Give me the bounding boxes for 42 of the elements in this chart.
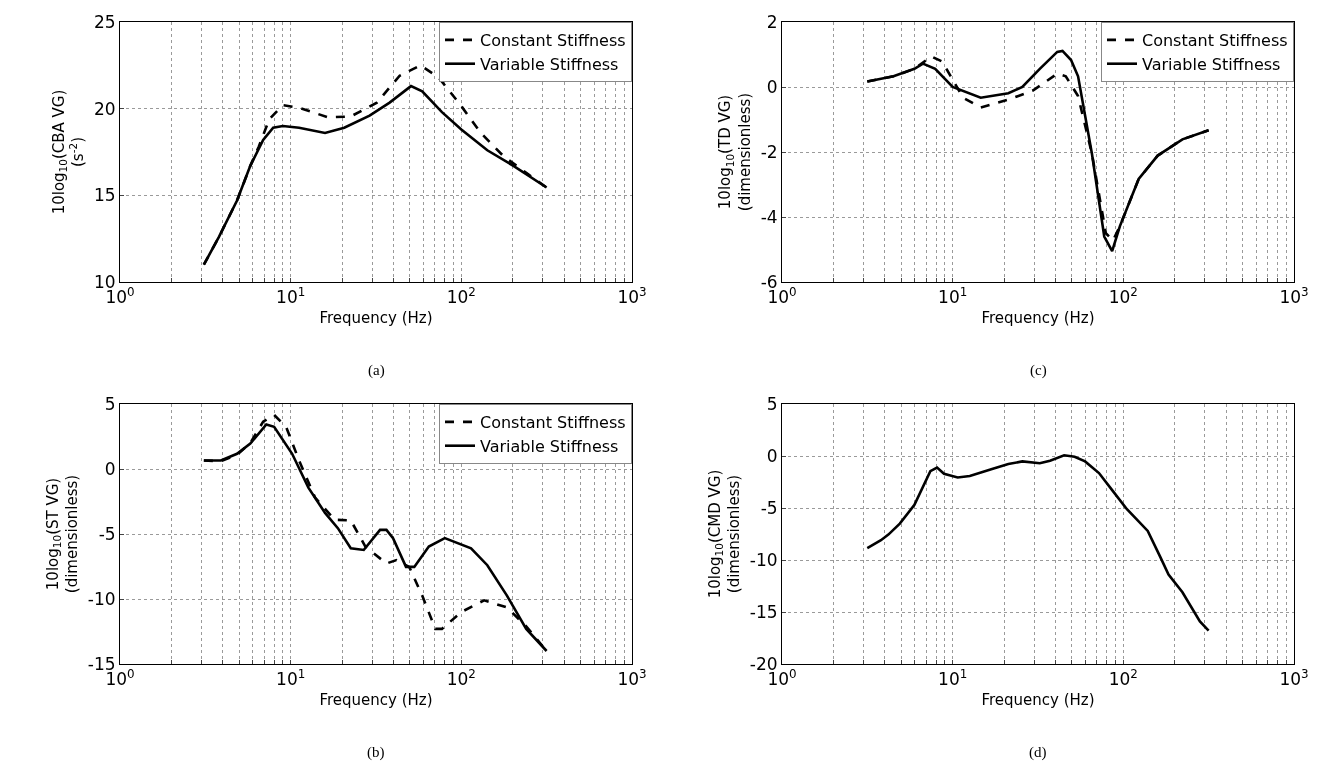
y-tick-label: 20 — [93, 98, 116, 119]
x-axis-title: Frequency (Hz) — [981, 309, 1095, 328]
text: (c) — [1030, 362, 1047, 379]
x-tick-label: 10$^{1}$ — [938, 667, 968, 690]
y-tick-label: 5 — [104, 393, 116, 414]
x-tick-label: 10$^{3}$ — [1279, 667, 1309, 690]
legend-label: Variable Stiffness — [1142, 54, 1281, 74]
y-tick-label: 25 — [93, 11, 116, 32]
y-tick-label: -2 — [760, 141, 778, 162]
y-tick-label: -5 — [98, 523, 116, 544]
text: (b) — [367, 744, 385, 761]
x-tick-label: 10$^{3}$ — [617, 667, 647, 690]
x-tick-label: 10$^{1}$ — [276, 667, 306, 690]
y-tick-label: 15 — [93, 185, 116, 206]
legend-label: Variable Stiffness — [480, 436, 619, 456]
x-tick-label: 10$^{2}$ — [1108, 667, 1138, 690]
y-tick-label: 0 — [104, 458, 116, 479]
y-tick-label: -15 — [749, 601, 778, 622]
text: (d) — [1029, 744, 1047, 761]
y-tick-label: -4 — [760, 206, 778, 227]
y-tick-label: 0 — [766, 445, 778, 466]
x-tick-label: 10$^{3}$ — [1279, 285, 1309, 308]
y-tick-label: 0 — [766, 76, 778, 97]
legend-label: Constant Stiffness — [480, 31, 626, 51]
x-tick-label: 10$^{3}$ — [617, 285, 647, 308]
x-tick-label: 10$^{1}$ — [276, 285, 306, 308]
legend-label: Constant Stiffness — [1142, 31, 1288, 51]
x-tick-label: 10$^{2}$ — [1108, 285, 1138, 308]
y-tick-label: -5 — [760, 497, 778, 518]
legend-label: Constant Stiffness — [480, 413, 626, 433]
x-axis-title: Frequency (Hz) — [319, 309, 433, 328]
y-tick-label: 5 — [766, 393, 778, 414]
x-tick-label: 10$^{1}$ — [938, 285, 968, 308]
y-tick-label: -10 — [749, 549, 778, 570]
text: (a) — [368, 362, 385, 379]
y-tick-label: -10 — [87, 588, 116, 609]
x-tick-label: 10$^{2}$ — [446, 667, 476, 690]
x-tick-label: 10$^{2}$ — [446, 285, 476, 308]
x-axis-title: Frequency (Hz) — [319, 691, 433, 710]
x-axis-title: Frequency (Hz) — [981, 691, 1095, 710]
legend-label: Variable Stiffness — [480, 54, 619, 74]
y-tick-label: 2 — [766, 11, 778, 32]
